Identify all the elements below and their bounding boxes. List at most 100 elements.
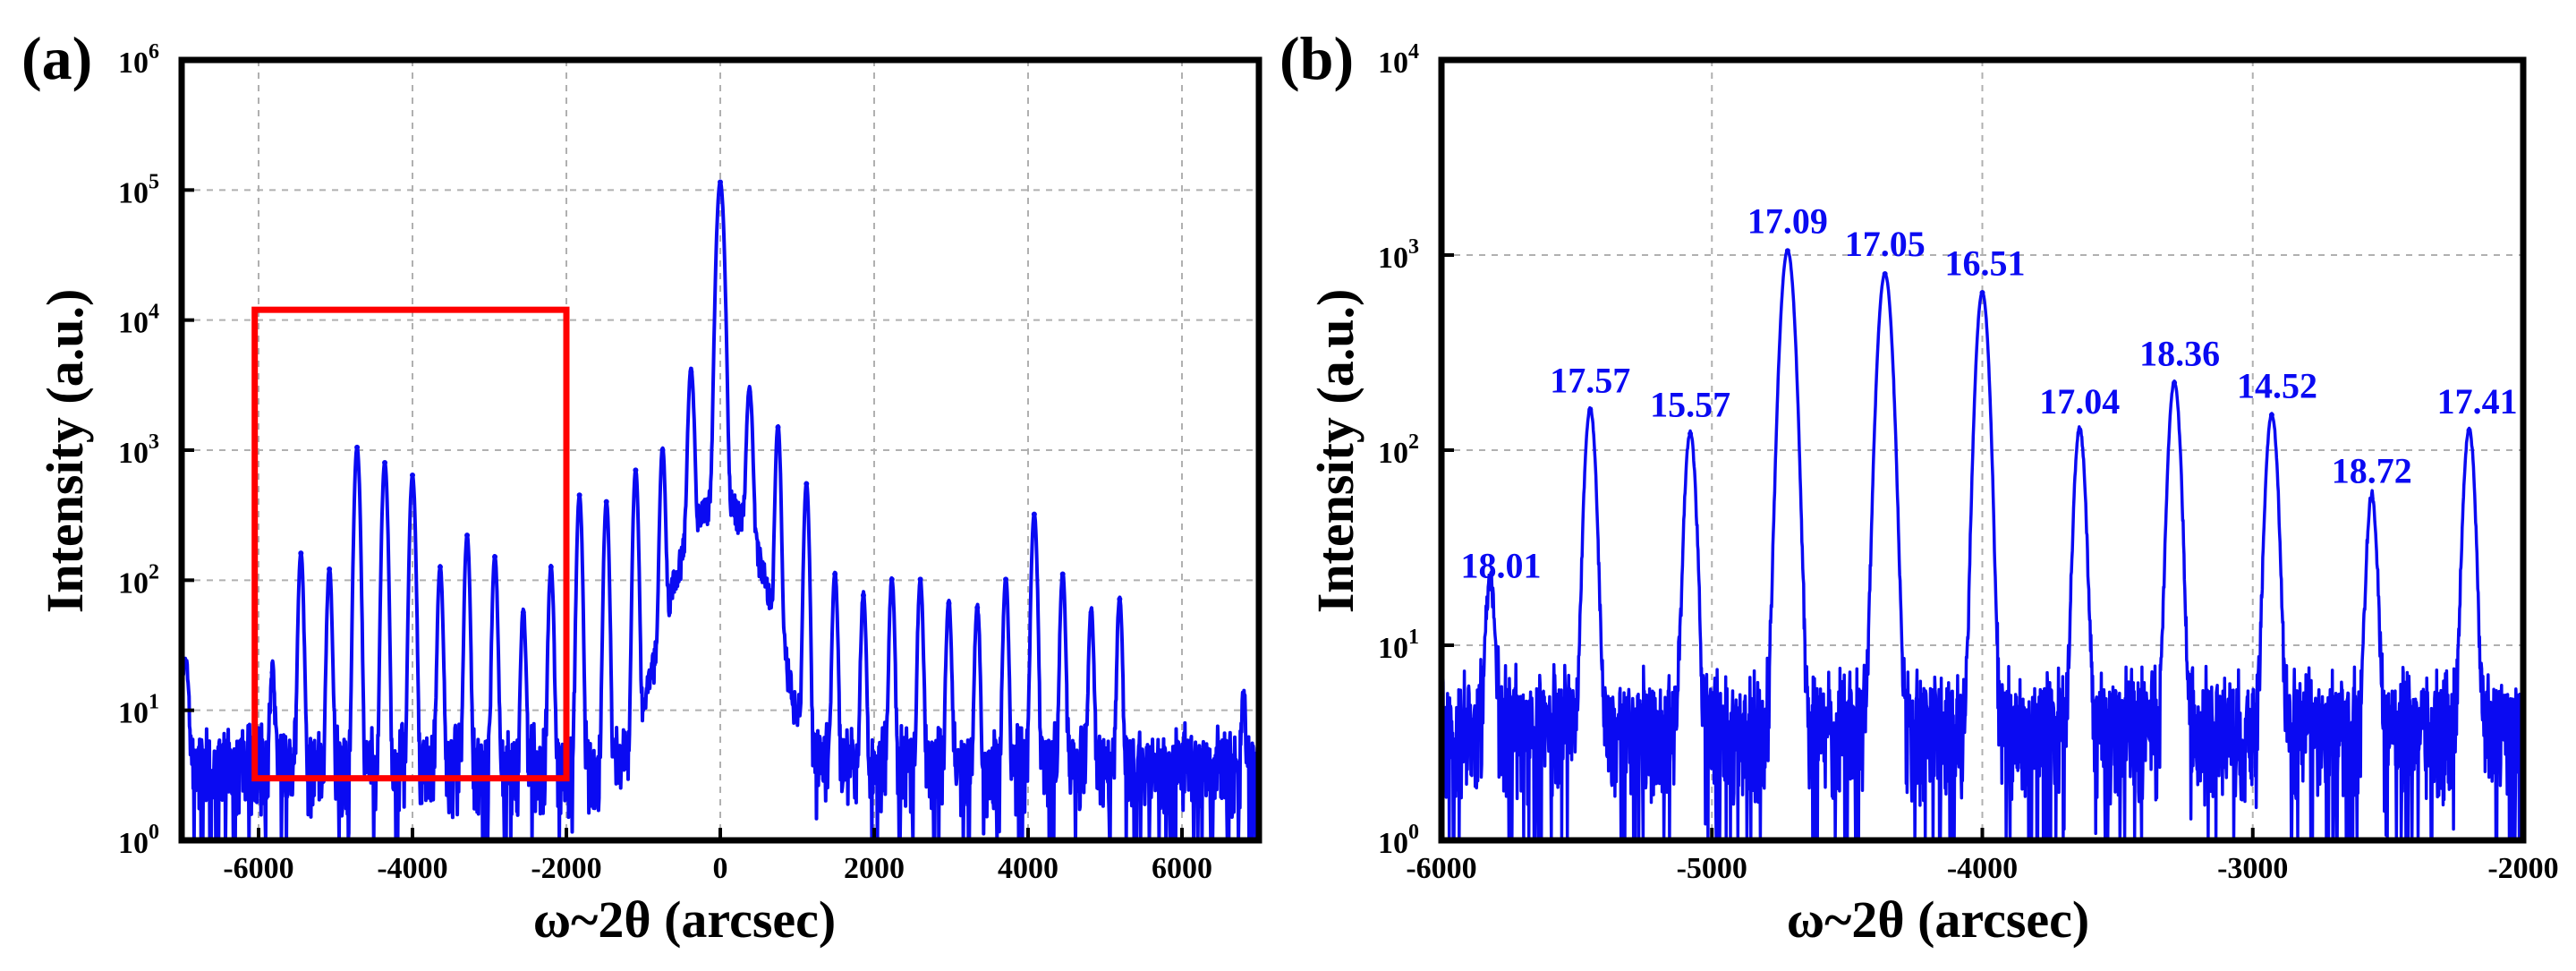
y-tick-exponent-a: 0 bbox=[149, 821, 159, 844]
y-tick-exponent-b: 0 bbox=[1408, 821, 1419, 844]
y-tick-exponent-a: 1 bbox=[149, 691, 159, 714]
peak-marker-b bbox=[2368, 496, 2375, 502]
peak-marker-a bbox=[548, 564, 554, 570]
peak-marker-a bbox=[298, 550, 304, 557]
peak-marker-b bbox=[1688, 430, 1694, 437]
peak-marker-a bbox=[1117, 596, 1123, 602]
peak-marker-a bbox=[437, 564, 443, 570]
peak-marker-a bbox=[860, 592, 866, 599]
peak-annotation: 18.36 bbox=[2139, 333, 2220, 373]
y-tick-label-a: 104 bbox=[118, 301, 159, 340]
y-axis-title-b: Intensity (a.u.) bbox=[1306, 289, 1365, 614]
peak-marker-a bbox=[633, 467, 639, 473]
y-tick-label-a: 102 bbox=[118, 560, 159, 600]
y-tick-label-a: 105 bbox=[118, 170, 159, 209]
peak-marker-a bbox=[464, 532, 471, 539]
y-tick-exponent-a: 5 bbox=[149, 170, 159, 193]
peak-marker-b bbox=[2268, 412, 2274, 418]
x-axis-title-b: ω~2θ (arcsec) bbox=[1787, 890, 2089, 949]
panel-label-a: (a) bbox=[21, 24, 92, 92]
frame-a bbox=[178, 56, 1262, 844]
x-tick-label-b: -6000 bbox=[1406, 852, 1476, 885]
peak-annotation: 16.51 bbox=[1945, 243, 2026, 283]
peak-marker-a bbox=[688, 369, 694, 375]
y-tick-label-b: 103 bbox=[1378, 235, 1419, 275]
peak-marker-a bbox=[327, 566, 333, 573]
y-tick-label-a: 100 bbox=[118, 821, 159, 860]
peak-annotation: 18.01 bbox=[1460, 545, 1541, 585]
panel-b: (b) -6000 -5000 -4000 -3000 -200010010110210… bbox=[1279, 24, 2559, 949]
x-axis-title-a: ω~2θ (arcsec) bbox=[533, 890, 836, 949]
peak-marker-a bbox=[1059, 571, 1066, 577]
y-tick-label-a: 101 bbox=[118, 691, 159, 730]
peak-marker-a bbox=[746, 388, 752, 395]
peak-annotation: 17.09 bbox=[1747, 200, 1828, 241]
peak-marker-a bbox=[603, 498, 609, 505]
y-tick-label-b: 102 bbox=[1378, 430, 1419, 470]
y-axis-title-a: Intensity (a.u.) bbox=[36, 289, 94, 614]
plot-frame-a bbox=[178, 56, 1262, 844]
x-tick-label-a: -2000 bbox=[531, 852, 601, 885]
x-tick-label-a: 4000 bbox=[998, 852, 1058, 885]
peak-annotation: 15.57 bbox=[1650, 385, 1730, 425]
y-tick-label-b: 101 bbox=[1378, 626, 1419, 665]
peak-marker-a bbox=[520, 609, 526, 616]
y-tick-label-b: 104 bbox=[1378, 40, 1419, 80]
peak-marker-a bbox=[269, 669, 276, 676]
y-tick-exponent-b: 3 bbox=[1408, 235, 1419, 259]
y-tick-exponent-a: 3 bbox=[149, 430, 159, 454]
peak-marker-a bbox=[917, 576, 923, 583]
highlight-box-container bbox=[251, 306, 570, 782]
peak-marker-a bbox=[946, 600, 952, 607]
x-tick-label-a: -4000 bbox=[377, 852, 447, 885]
peak-marker-b bbox=[2077, 427, 2083, 433]
peak-annotation: 14.52 bbox=[2237, 366, 2317, 406]
y-tick-exponent-b: 2 bbox=[1408, 430, 1419, 454]
peak-marker-a bbox=[492, 554, 498, 560]
peak-marker-a bbox=[803, 481, 810, 487]
x-tick-label-a: 0 bbox=[713, 852, 728, 885]
peak-marker-b bbox=[1587, 406, 1594, 413]
x-tick-label-a: -6000 bbox=[223, 852, 293, 885]
panel-label-b: (b) bbox=[1279, 24, 1354, 92]
y-tick-exponent-a: 6 bbox=[149, 40, 159, 64]
y-tick-exponent-a: 4 bbox=[149, 301, 159, 324]
peak-annotation: 18.72 bbox=[2332, 451, 2412, 491]
peak-marker-b bbox=[1487, 585, 1493, 592]
peak-marker-a bbox=[354, 444, 361, 450]
x-tick-label-b: -4000 bbox=[1947, 852, 2018, 885]
peak-marker-b bbox=[1979, 290, 1985, 296]
y-tick-label-a: 103 bbox=[118, 430, 159, 470]
peak-annotation: 17.57 bbox=[1550, 361, 1630, 401]
y-tick-exponent-b: 1 bbox=[1408, 626, 1419, 649]
trace-a bbox=[180, 179, 1261, 842]
peak-marker-a bbox=[659, 447, 666, 453]
peak-marker-b bbox=[2466, 427, 2472, 433]
plot-frame-b bbox=[1438, 56, 2527, 844]
peak-annotation: 17.41 bbox=[2437, 381, 2518, 422]
peak-marker-a bbox=[410, 473, 415, 479]
peak-annotation: 17.04 bbox=[2039, 381, 2120, 422]
trace-b bbox=[1440, 248, 2525, 842]
peak-marker-a bbox=[1003, 576, 1009, 583]
x-tick-label-a: 6000 bbox=[1152, 852, 1212, 885]
peak-marker-a bbox=[576, 492, 582, 498]
peak-marker-a bbox=[1088, 609, 1094, 616]
grid-b bbox=[1441, 60, 2523, 840]
x-tick-label-b: -2000 bbox=[2487, 852, 2558, 885]
y-tick-exponent-a: 2 bbox=[149, 560, 159, 583]
grid-a bbox=[182, 60, 1259, 840]
ticks-a: -6000 -4000 -2000 0 2000 4000 6000100101102103… bbox=[118, 40, 1212, 885]
peak-marker-a bbox=[1031, 511, 1037, 517]
peak-marker-b bbox=[1882, 270, 1888, 277]
x-tick-label-a: 2000 bbox=[844, 852, 905, 885]
y-tick-exponent-b: 4 bbox=[1408, 40, 1419, 64]
frame-b bbox=[1438, 56, 2527, 844]
peak-marker-b bbox=[1784, 248, 1790, 254]
annotations-b: 18.01 17.57 15.57 17.09 17.05 16.51 17.04 18.36… bbox=[1460, 200, 2517, 585]
peak-marker-a bbox=[1240, 704, 1246, 711]
panel-a: (a) -6000 -4000 -2000 0 2000 4000 600010010110… bbox=[21, 24, 1262, 949]
x-tick-label-b: -3000 bbox=[2217, 852, 2288, 885]
